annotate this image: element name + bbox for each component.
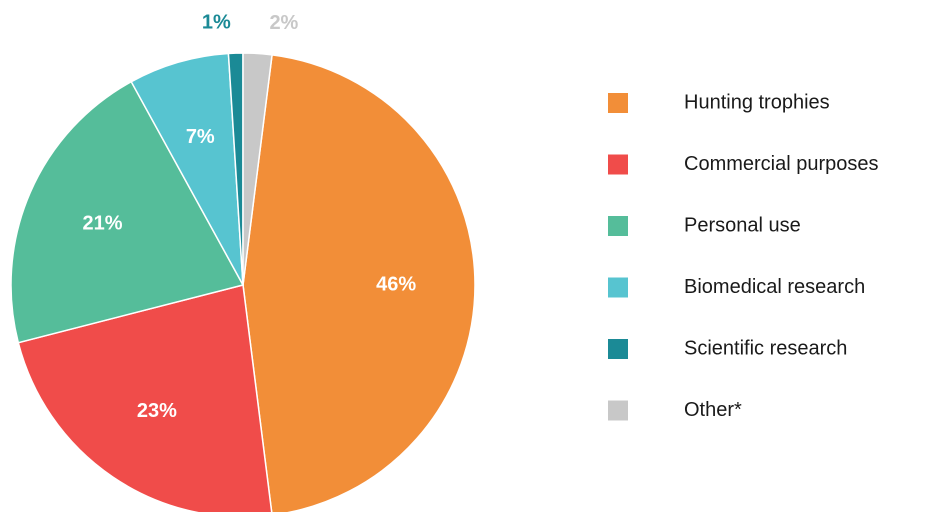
legend-label: Other* — [684, 399, 742, 421]
slice-label: 21% — [82, 212, 122, 234]
legend-label: Biomedical research — [684, 276, 865, 298]
legend-label: Commercial purposes — [684, 153, 879, 175]
legend-swatch — [608, 93, 628, 113]
pie-slice — [17, 284, 273, 512]
slice-label: 23% — [137, 400, 177, 422]
legend-label: Hunting trophies — [684, 91, 830, 113]
legend-swatch — [608, 154, 628, 175]
legend-swatch — [608, 277, 628, 298]
slice-label: 1% — [202, 11, 231, 33]
legend-label: Scientific research — [684, 337, 847, 359]
pie-slice — [10, 80, 245, 344]
legend-label: Personal use — [684, 214, 801, 236]
pie-slice — [242, 52, 273, 286]
legend-swatch — [608, 339, 628, 359]
slice-label: 46% — [376, 273, 416, 295]
pie-slice — [130, 52, 244, 286]
legend-swatch — [608, 400, 628, 421]
legend-swatch — [608, 216, 628, 236]
slice-label: 7% — [186, 126, 215, 148]
pie-slice — [242, 53, 476, 512]
slice-label: 2% — [269, 12, 298, 34]
